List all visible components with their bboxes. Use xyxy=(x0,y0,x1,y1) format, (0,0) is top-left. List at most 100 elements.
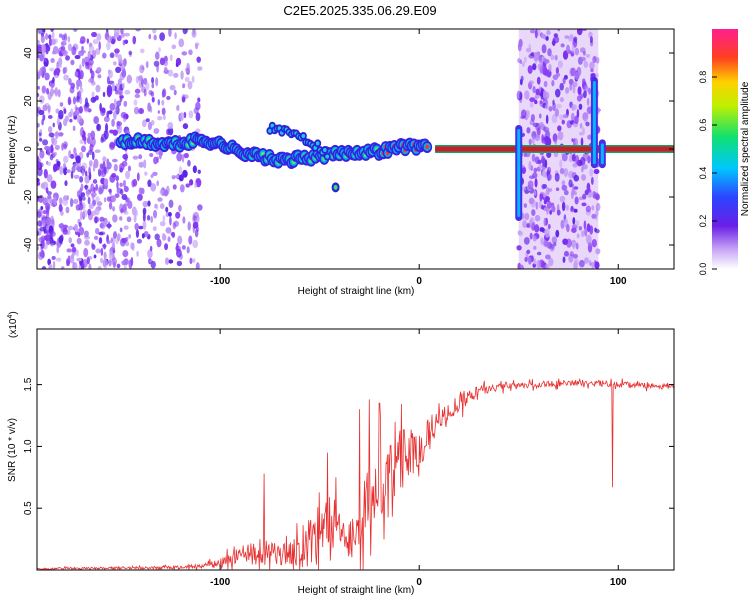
spectrogram-noise-blob xyxy=(181,153,185,163)
spectrogram-noise-blob xyxy=(574,155,580,165)
spectrogram-noise-blob xyxy=(60,222,64,231)
spectrogram-noise-blob xyxy=(149,245,153,252)
spectrogram-noise-blob xyxy=(132,178,138,187)
spectrogram-noise-blob xyxy=(175,57,182,66)
spectrogram-noise-blob xyxy=(43,168,48,179)
spectrogram-noise-blob xyxy=(72,125,76,131)
spectrogram-noise-blob xyxy=(574,38,577,44)
spectrogram-noise-blob xyxy=(37,181,41,186)
spectrogram-noise-blob xyxy=(73,174,80,179)
spectrogram-noise-blob xyxy=(172,184,177,190)
spectrogram-noise-blob xyxy=(138,161,144,168)
spectrogram-noise-blob xyxy=(534,178,538,188)
spectrogram-noise-blob xyxy=(156,238,162,248)
spectrogram-noise-blob xyxy=(195,262,200,269)
spectrogram-noise-blob xyxy=(594,229,600,234)
spectrogram-noise-blob xyxy=(548,188,553,192)
spectrogram-noise-blob xyxy=(145,118,150,123)
spectrogram-noise-blob xyxy=(37,246,40,251)
spectrogram-noise-blob xyxy=(594,261,600,269)
spectrogram-noise-blob xyxy=(81,196,86,201)
spectrogram-noise-blob xyxy=(162,114,166,121)
spectrogram-noise-blob xyxy=(108,201,113,210)
spectrogram-noise-blob xyxy=(529,97,536,103)
spectrogram-noise-blob xyxy=(528,138,532,146)
spectrogram-noise-blob xyxy=(66,248,72,253)
spectrogram-noise-blob xyxy=(112,110,117,120)
spectrogram-noise-blob xyxy=(115,175,120,182)
spectrogram-noise-blob xyxy=(167,122,174,130)
spectrogram-noise-blob xyxy=(148,33,152,40)
spectrogram-noise-blob xyxy=(151,96,155,103)
spectrogram-noise-blob xyxy=(97,168,102,177)
spectrogram-noise-blob xyxy=(67,35,71,43)
x-tick-label: -100 xyxy=(210,577,230,588)
spectrogram-noise-blob xyxy=(531,135,535,145)
spectrogram-noise-blob xyxy=(70,153,75,159)
spectrogram-noise-blob xyxy=(106,88,112,98)
spectrogram-noise-blob xyxy=(162,88,167,98)
spectrogram-noise-blob xyxy=(66,195,69,201)
spectrogram-noise-blob xyxy=(547,173,553,181)
spectrogram-noise-blob xyxy=(171,175,176,180)
spectrogram-noise-blob xyxy=(544,159,548,169)
spectrogram-noise-blob xyxy=(150,182,157,192)
spectrogram-noise-blob xyxy=(588,259,592,266)
spectrogram-y-ticks: -40 -20 0 20 40 xyxy=(23,47,674,252)
spectrogram-noise-blob xyxy=(537,63,542,71)
spectrogram-noise-blob xyxy=(133,214,137,223)
spectrogram-noise-blob xyxy=(106,35,112,43)
spectrogram-noise-blob xyxy=(99,163,104,170)
spectrogram-noise-blob xyxy=(64,180,68,187)
snr-scale-prefix: (x10 xyxy=(8,318,19,338)
spectrogram-noise-blob xyxy=(83,185,89,189)
spectrogram-noise-blob xyxy=(186,62,190,72)
spectrogram-noise-blob xyxy=(521,212,525,220)
spectrogram-noise-blob xyxy=(125,197,130,202)
spectrogram-noise-blob xyxy=(39,150,45,159)
x-tick-label: 0 xyxy=(416,276,422,287)
spectrogram-noise-blob xyxy=(169,84,176,91)
spectrogram-noise-blob xyxy=(545,68,549,77)
spectrogram-noise-blob xyxy=(119,227,123,233)
spectrogram-noise-blob xyxy=(69,118,73,123)
spectrogram-noise-blob xyxy=(533,167,538,173)
spectrogram-noise-blob xyxy=(76,237,82,245)
spectrogram-noise-blob xyxy=(578,131,583,136)
spectrogram-noise-blob xyxy=(47,34,52,40)
spectrogram-noise-blob xyxy=(576,233,580,239)
spectrogram-noise-blob xyxy=(55,68,60,76)
spectrogram-noise-blob xyxy=(40,182,46,189)
spectrogram-noise-blob xyxy=(520,115,526,120)
spectrogram-noise-blob xyxy=(529,29,536,34)
spectrogram-noise-blob xyxy=(94,48,101,55)
spectrogram-noise-blob xyxy=(38,109,45,116)
y-tick-label: -40 xyxy=(23,237,34,252)
spectrogram-noise-blob xyxy=(587,192,594,198)
spectrogram-noise-blob xyxy=(576,29,583,36)
spectrogram-noise-blob xyxy=(71,254,74,259)
spectrogram-noise-blob xyxy=(536,251,542,256)
spectrogram-noise-blob xyxy=(157,116,163,121)
spectrogram-noise-blob xyxy=(128,234,132,239)
spectrogram-noise-blob xyxy=(532,63,537,71)
ridge-core xyxy=(425,144,430,150)
spectrogram-noise-blob xyxy=(139,64,145,74)
spectrogram-noise-blob xyxy=(554,54,558,61)
spectrogram-noise-blob xyxy=(578,259,585,268)
spectrogram-noise-blob xyxy=(120,29,124,34)
spectrogram-noise-blob xyxy=(124,32,130,37)
colorbar-tick-label: 0.4 xyxy=(698,167,708,180)
spectrogram-noise-blob xyxy=(107,110,113,115)
spectrogram-noise-blob xyxy=(559,82,564,91)
spectrogram-noise-blob xyxy=(93,116,100,125)
spectrogram-noise-blob xyxy=(555,72,561,78)
spectrogram-noise-blob xyxy=(527,180,534,190)
spectrogram-noise-blob xyxy=(554,88,561,98)
spectrogram-noise-blob xyxy=(37,46,43,54)
spectrogram-noise-blob xyxy=(76,257,82,262)
spectrogram-noise-blob xyxy=(49,67,54,72)
spectrogram-noise-blob xyxy=(49,154,54,161)
spectrogram-noise-blob xyxy=(534,214,541,222)
spectrogram-noise-blob xyxy=(147,200,151,207)
